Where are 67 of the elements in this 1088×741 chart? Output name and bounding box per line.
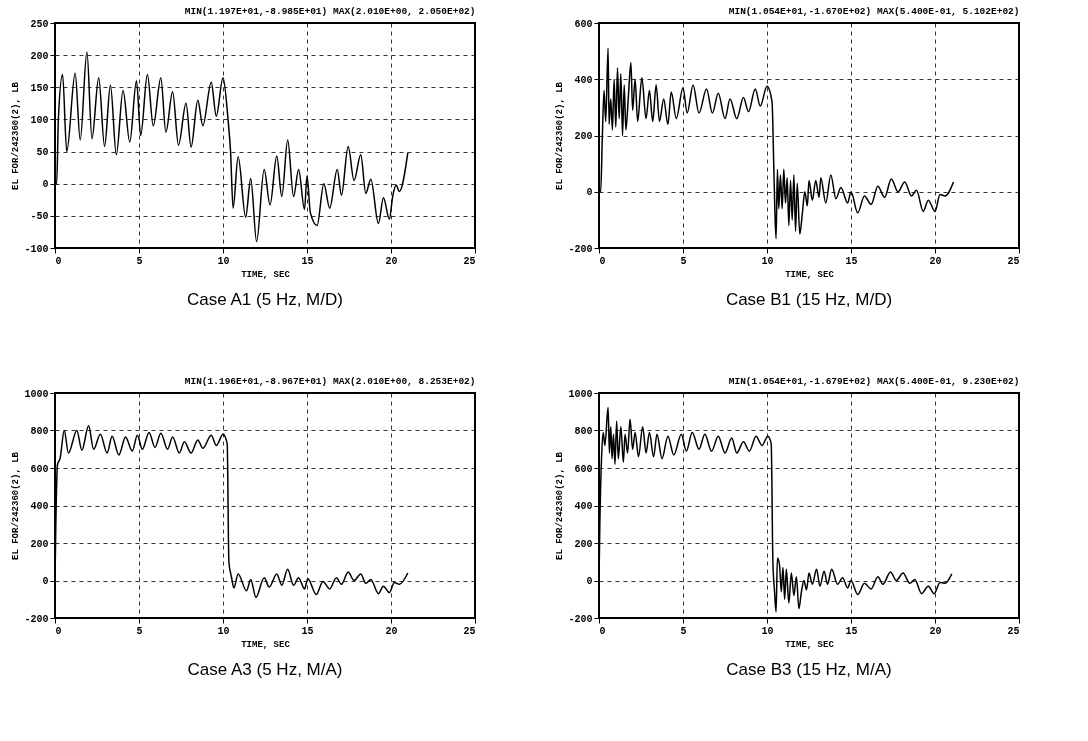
y-tick-label: -50 xyxy=(30,211,49,223)
y-tick-label: 200 xyxy=(30,50,49,62)
text: Case A1 (5 Hz, M/D) xyxy=(187,290,343,309)
y-tick-label: -100 xyxy=(24,243,49,255)
chart-title: MIN(1.197E+01,-8.985E+01) MAX(2.010E+00, 2.050E+02) xyxy=(184,5,476,17)
y-tick-label: 400 xyxy=(574,501,593,512)
x-tick-label: 20 xyxy=(929,625,942,637)
y-tick-label: 200 xyxy=(574,538,593,550)
x-tick-label: 10 xyxy=(217,255,230,267)
x-tick-label: 15 xyxy=(845,255,858,267)
x-tick-label: 15 xyxy=(845,625,858,637)
y-tick-label: 200 xyxy=(30,538,49,550)
x-tick-label: 5 xyxy=(680,255,687,267)
y-tick-label: 800 xyxy=(574,426,593,437)
y-tick-label: 600 xyxy=(574,463,593,475)
y-tick-label: -200 xyxy=(24,613,49,625)
y-tick-label: -200 xyxy=(568,613,593,625)
x-tick-label: 10 xyxy=(761,625,774,637)
x-tick-label: 20 xyxy=(929,255,942,267)
y-tick-label: 1000 xyxy=(24,388,49,400)
text: Case A3 (5 Hz, M/A) xyxy=(187,660,343,679)
text: Case B1 (15 Hz, M/D) xyxy=(725,290,893,309)
x-tick-label: 5 xyxy=(136,625,143,637)
y-tick-label: 1000 xyxy=(568,388,593,400)
y-axis-title: EL FOR/242360(2), LB xyxy=(11,81,22,191)
y-tick-label: 0 xyxy=(586,576,593,587)
x-tick-label: 20 xyxy=(385,625,398,637)
y-tick-label: 250 xyxy=(30,18,49,30)
y-axis-title: EL FOR/242360(2), LB xyxy=(11,451,22,561)
y-tick-label: 200 xyxy=(574,131,593,142)
x-tick-label: 25 xyxy=(463,625,476,637)
y-tick-label: 0 xyxy=(586,187,593,199)
y-axis-title: EL FOR/242360(2), LB xyxy=(555,451,566,561)
x-axis-title: TIME, SEC xyxy=(785,269,835,280)
y-tick-label: 0 xyxy=(42,576,49,587)
x-tick-label: 0 xyxy=(55,625,62,637)
x-tick-label: 15 xyxy=(301,255,314,267)
chart-title: MIN(1.196E+01,-8.967E+01) MAX(2.010E+00, 8.253E+02) xyxy=(184,375,476,387)
text: Case B3 (15 Hz, M/A) xyxy=(726,660,892,679)
y-tick-label: 100 xyxy=(30,114,49,126)
x-tick-label: 20 xyxy=(385,255,398,267)
x-tick-label: 0 xyxy=(55,255,62,267)
x-tick-label: 10 xyxy=(217,625,230,637)
y-tick-label: 600 xyxy=(30,463,49,475)
x-tick-label: 15 xyxy=(301,625,314,637)
y-tick-label: 400 xyxy=(30,501,49,512)
x-tick-label: 10 xyxy=(761,255,774,267)
y-tick-label: 400 xyxy=(574,74,593,86)
x-tick-label: 25 xyxy=(1007,625,1020,637)
chart-title: MIN(1.054E+01,-1.670E+02) MAX(5.400E-01, 5.102E+02) xyxy=(728,5,1020,17)
x-tick-label: 25 xyxy=(1007,255,1020,267)
y-tick-label: 800 xyxy=(30,426,49,437)
x-tick-label: 0 xyxy=(599,255,606,267)
y-axis-title: EL FOR/242360(2), LB xyxy=(555,81,566,191)
y-tick-label: 50 xyxy=(36,147,49,159)
chart-title: MIN(1.054E+01,-1.679E+02) MAX(5.400E-01, 9.230E+02) xyxy=(728,375,1020,387)
y-tick-label: -200 xyxy=(568,243,593,255)
x-axis-title: TIME, SEC xyxy=(785,639,835,650)
y-tick-label: 150 xyxy=(30,82,49,94)
y-tick-label: 0 xyxy=(42,179,49,191)
x-axis-title: TIME, SEC xyxy=(241,269,291,280)
x-tick-label: 5 xyxy=(680,625,687,637)
x-axis-title: TIME, SEC xyxy=(241,639,291,650)
x-tick-label: 25 xyxy=(463,255,476,267)
y-tick-label: 600 xyxy=(574,18,593,30)
x-tick-label: 5 xyxy=(136,255,143,267)
x-tick-label: 0 xyxy=(599,625,606,637)
